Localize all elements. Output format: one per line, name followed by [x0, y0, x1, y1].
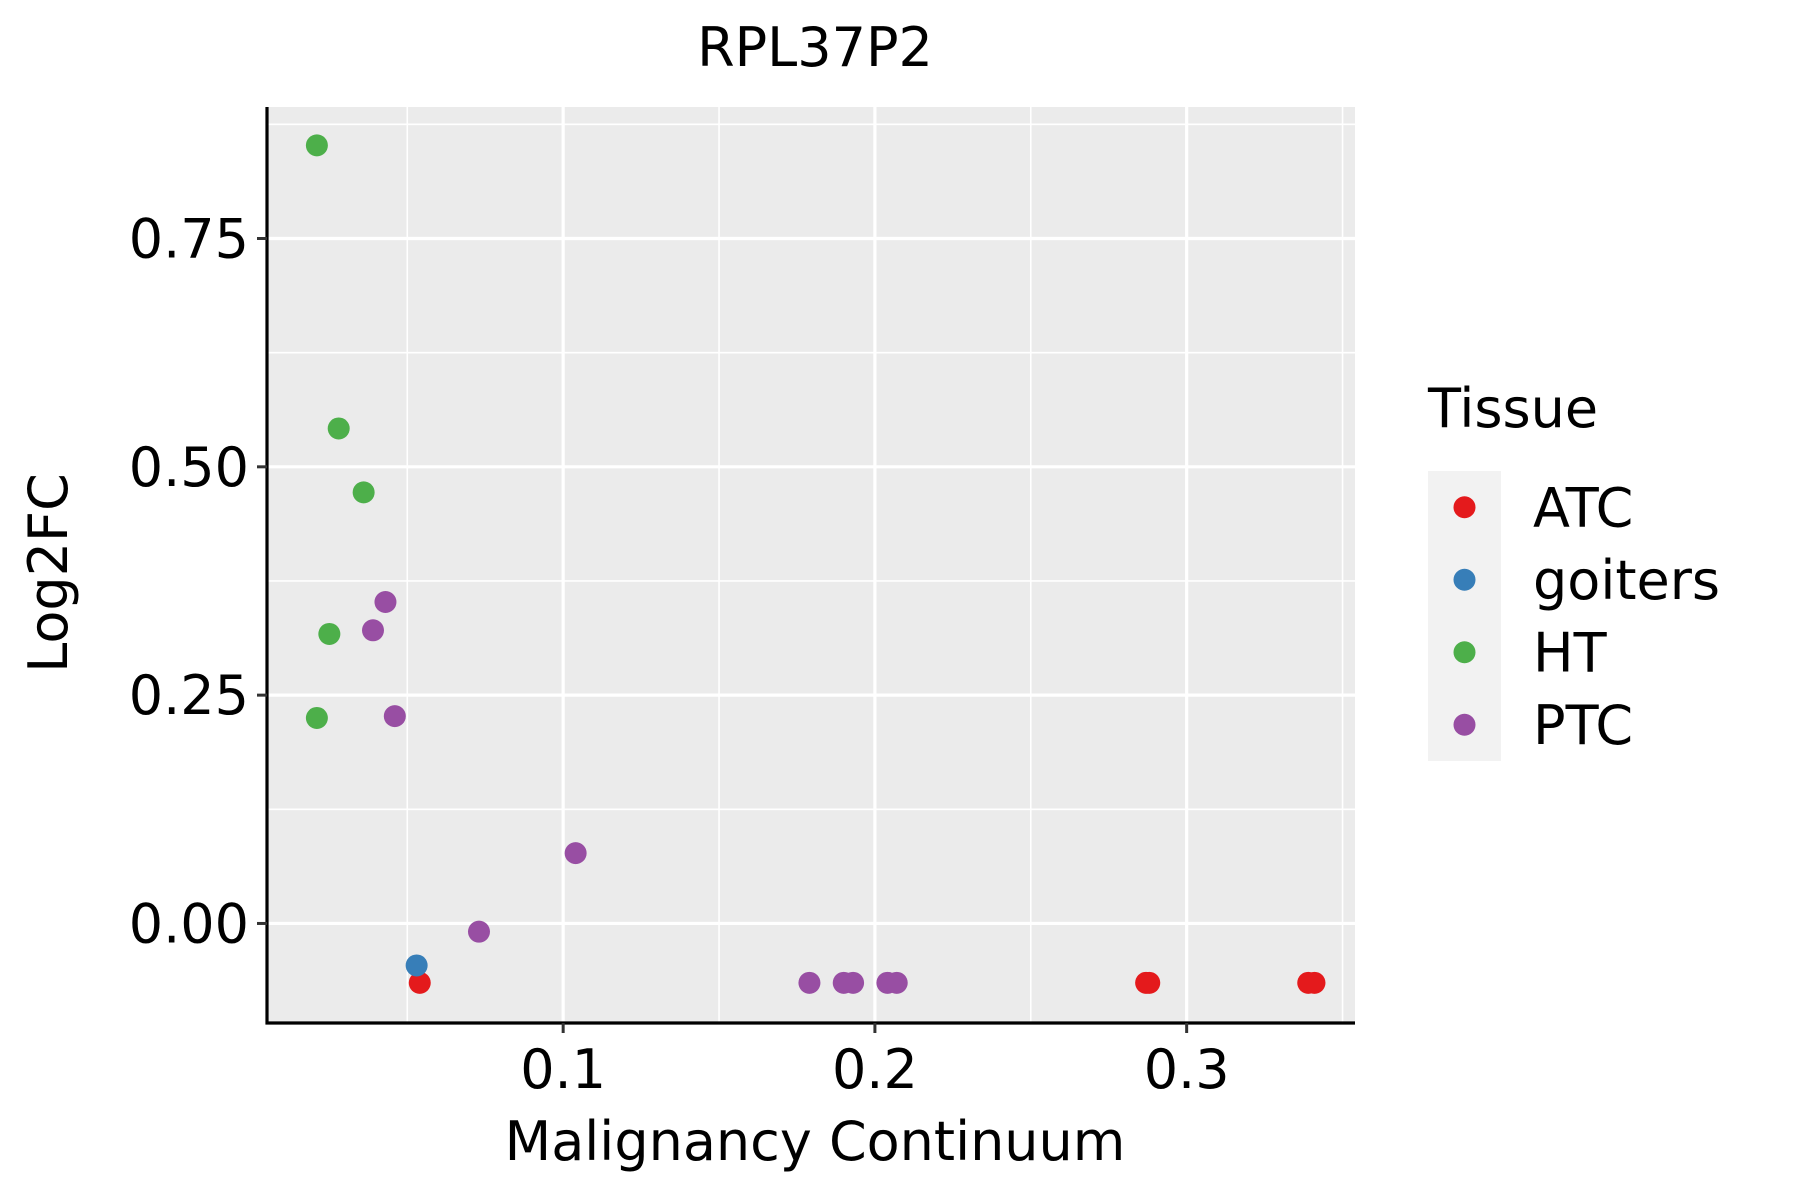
legend-key-atc: [1453, 496, 1476, 519]
legend-title: Tissue: [1427, 377, 1598, 440]
legend: Tissue ATC goiters HT PTC: [1427, 377, 1720, 761]
data-point-ptc: [361, 619, 384, 642]
x-tick-label: 0.2: [832, 1038, 918, 1101]
data-point-goiters: [405, 954, 428, 977]
x-tick-label: 0.3: [1144, 1038, 1230, 1101]
data-point-ptc: [885, 971, 908, 994]
data-point-ptc: [564, 842, 587, 865]
data-point-atc: [1138, 971, 1161, 994]
y-tick-label: 0.75: [129, 208, 249, 271]
data-point-ht: [352, 481, 375, 504]
y-tick-label: 0.50: [129, 436, 249, 499]
data-point-ptc: [383, 705, 406, 728]
y-axis-label: Log2FC: [17, 473, 80, 673]
x-tick-label: 0.1: [520, 1038, 606, 1101]
x-axis-label: Malignancy Continuum: [505, 1110, 1126, 1173]
legend-key-goiters: [1453, 568, 1476, 591]
data-point-ptc: [798, 971, 821, 994]
grid-lines: [267, 107, 1355, 1023]
data-point-ptc: [374, 590, 397, 613]
legend-label-ht: HT: [1533, 621, 1608, 684]
data-point-ptc: [842, 971, 865, 994]
legend-key-background: [1428, 471, 1501, 761]
axes: 0.00 0.25 0.50 0.75 0.1 0.2 0.3: [129, 107, 1355, 1101]
y-tick-label: 0.00: [129, 892, 249, 955]
legend-key-ht: [1453, 641, 1476, 664]
data-point-ht: [327, 417, 350, 440]
data-point-atc: [408, 971, 431, 994]
data-point-ht: [305, 134, 328, 157]
data-point-ptc: [467, 920, 490, 943]
data-point-ht: [305, 706, 328, 729]
y-tick-label: 0.25: [129, 664, 249, 727]
data-point-atc: [1303, 971, 1326, 994]
legend-label-goiters: goiters: [1533, 549, 1720, 612]
plot-panel: [267, 107, 1355, 1023]
data-point-ht: [318, 622, 341, 645]
legend-key-ptc: [1453, 713, 1476, 736]
chart-title: RPL37P2: [697, 16, 933, 79]
data-points: [305, 134, 1326, 994]
legend-label-ptc: PTC: [1533, 694, 1633, 757]
legend-label-atc: ATC: [1533, 476, 1633, 539]
